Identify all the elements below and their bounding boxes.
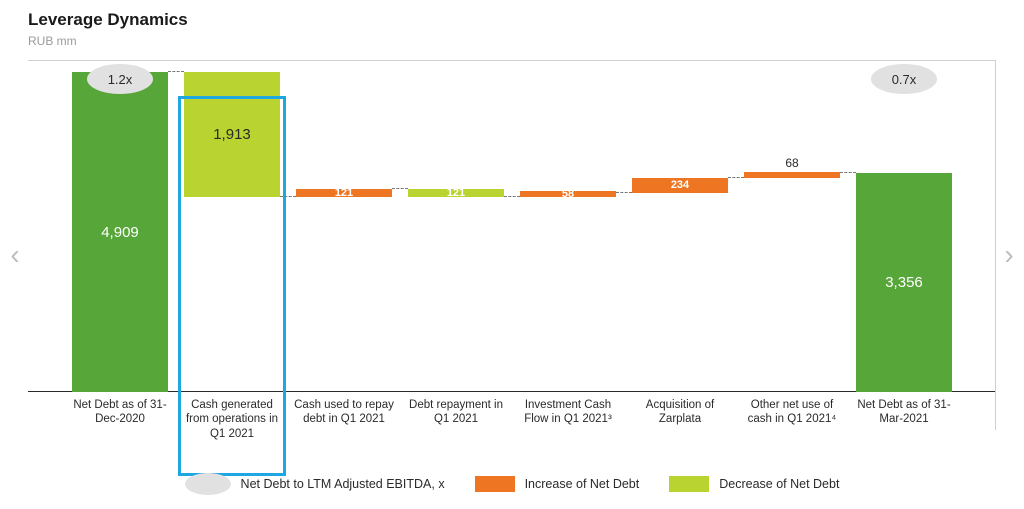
waterfall-column: 234 Acquisition of Zarplata xyxy=(624,72,736,430)
waterfall-column: 121 Cash used to repay debt in Q1 2021 xyxy=(288,72,400,430)
waterfall-column: 121 Debt repayment in Q1 2021 xyxy=(400,72,512,430)
bar-value-label: 4,909 xyxy=(101,224,139,241)
waterfall-bar: 234 xyxy=(632,178,728,193)
highlight-box xyxy=(178,96,286,476)
ratio-pill: 1.2x xyxy=(87,64,153,94)
legend-item-ratio: Net Debt to LTM Adjusted EBITDA, x xyxy=(185,473,445,495)
waterfall-connector xyxy=(616,192,632,193)
waterfall-bar: 3,356 xyxy=(856,173,952,392)
legend-increase-label: Increase of Net Debt xyxy=(525,477,640,491)
waterfall-connector xyxy=(728,177,744,178)
waterfall-column: 4,909 Net Debt as of 31-Dec-2020 xyxy=(64,72,176,430)
waterfall-column: 68 Other net use of cash in Q1 2021⁴ xyxy=(736,72,848,430)
chart-area: 4,909Net Debt as of 31-Dec-20201,913Cash… xyxy=(28,60,996,430)
bar-value-label: 68 xyxy=(785,156,798,170)
category-label: Net Debt as of 31-Mar-2021 xyxy=(848,396,960,430)
chart-title: Leverage Dynamics xyxy=(28,10,188,30)
waterfall-column: 58 Investment Cash Flow in Q1 2021³ xyxy=(512,72,624,430)
waterfall-bar: 58 xyxy=(520,191,616,197)
carousel-prev-button[interactable]: ‹ xyxy=(4,233,26,277)
category-label: Net Debt as of 31-Dec-2020 xyxy=(64,396,176,430)
waterfall-column: 3,356 Net Debt as of 31-Mar-2021 xyxy=(848,72,960,430)
carousel-next-button[interactable]: › xyxy=(998,233,1020,277)
bar-value-label: 58 xyxy=(562,188,574,200)
waterfall-connector xyxy=(504,196,520,197)
legend-decrease-label: Decrease of Net Debt xyxy=(719,477,839,491)
bar-value-label: 121 xyxy=(335,187,353,199)
waterfall-connector xyxy=(840,172,856,173)
legend-increase-swatch xyxy=(475,476,515,492)
page: Leverage Dynamics RUB mm 4,909 Net Debt a… xyxy=(0,0,1024,509)
bar-value-label: 3,356 xyxy=(885,274,923,291)
legend: Net Debt to LTM Adjusted EBITDA, x Incre… xyxy=(0,469,1024,499)
category-label: Investment Cash Flow in Q1 2021³ xyxy=(512,396,624,430)
category-label: Debt repayment in Q1 2021 xyxy=(400,396,512,430)
category-label: Other net use of cash in Q1 2021⁴ xyxy=(736,396,848,430)
bar-value-label: 121 xyxy=(447,187,465,199)
waterfall-bar: 121 xyxy=(408,189,504,197)
waterfall-connector xyxy=(392,188,408,189)
legend-pill-swatch xyxy=(185,473,231,495)
waterfall-connector xyxy=(168,71,184,72)
waterfall-bar: 4,909 xyxy=(72,72,168,392)
category-label: Cash used to repay debt in Q1 2021 xyxy=(288,396,400,430)
bar-value-label: 234 xyxy=(671,179,689,191)
chart-subtitle: RUB mm xyxy=(28,34,77,48)
waterfall-bar: 121 xyxy=(296,189,392,197)
category-label: Acquisition of Zarplata xyxy=(624,396,736,430)
legend-ratio-label: Net Debt to LTM Adjusted EBITDA, x xyxy=(241,477,445,491)
legend-item-decrease: Decrease of Net Debt xyxy=(669,476,839,492)
waterfall-bar xyxy=(744,172,840,178)
legend-item-increase: Increase of Net Debt xyxy=(475,476,640,492)
legend-decrease-swatch xyxy=(669,476,709,492)
ratio-pill: 0.7x xyxy=(871,64,937,94)
